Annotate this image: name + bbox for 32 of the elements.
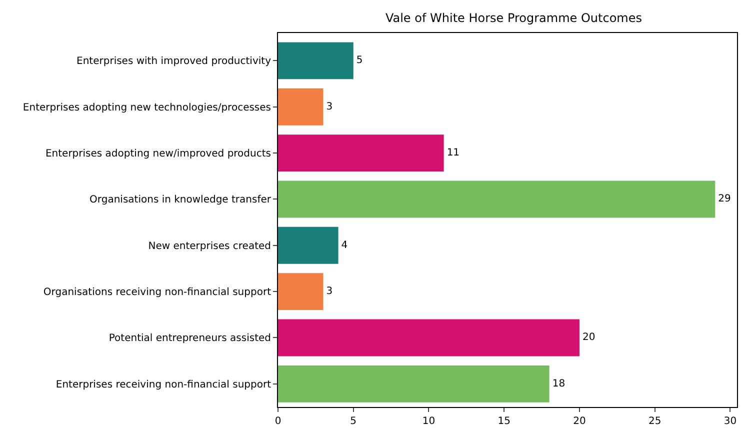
x-tick-label: 20 — [573, 416, 586, 427]
bar — [278, 226, 338, 264]
x-tick-label: 25 — [648, 416, 662, 427]
bar — [278, 273, 324, 310]
bar — [278, 365, 550, 402]
data-label: 5 — [356, 55, 363, 66]
y-tick-label: Enterprises adopting new/improved products — [45, 148, 271, 160]
data-label: 11 — [446, 148, 460, 159]
data-label: 29 — [718, 194, 731, 205]
y-tick-label: Potential entrepreneurs assisted — [108, 333, 271, 344]
x-tick-label: 15 — [498, 416, 510, 427]
y-tick-label: New enterprises created — [148, 240, 271, 252]
y-tick-label: Enterprises with improved productivity — [76, 56, 272, 68]
bar — [278, 319, 580, 356]
bar — [278, 42, 354, 80]
x-tick-label: 5 — [350, 416, 357, 427]
y-tick-label: Enterprises receiving non-financial support — [56, 379, 272, 390]
data-label: 3 — [326, 286, 333, 298]
x-tick-label: 30 — [724, 416, 737, 427]
bar — [278, 134, 444, 172]
y-tick-label: Organisations in knowledge transfer — [90, 194, 272, 206]
data-label: 20 — [582, 332, 596, 344]
data-label: 4 — [341, 240, 348, 251]
x-tick-label: 0 — [274, 416, 282, 427]
bar — [278, 88, 324, 126]
y-tick-label: Organisations receiving non-financial support — [43, 287, 272, 298]
bar — [278, 180, 716, 218]
x-tick-label: 10 — [422, 416, 436, 427]
data-label: 18 — [552, 378, 566, 390]
data-label: 3 — [326, 101, 333, 112]
chart-title: Vale of White Horse Programme Outcomes — [385, 10, 642, 25]
y-tick-label: Enterprises adopting new technologies/processes — [22, 102, 271, 114]
